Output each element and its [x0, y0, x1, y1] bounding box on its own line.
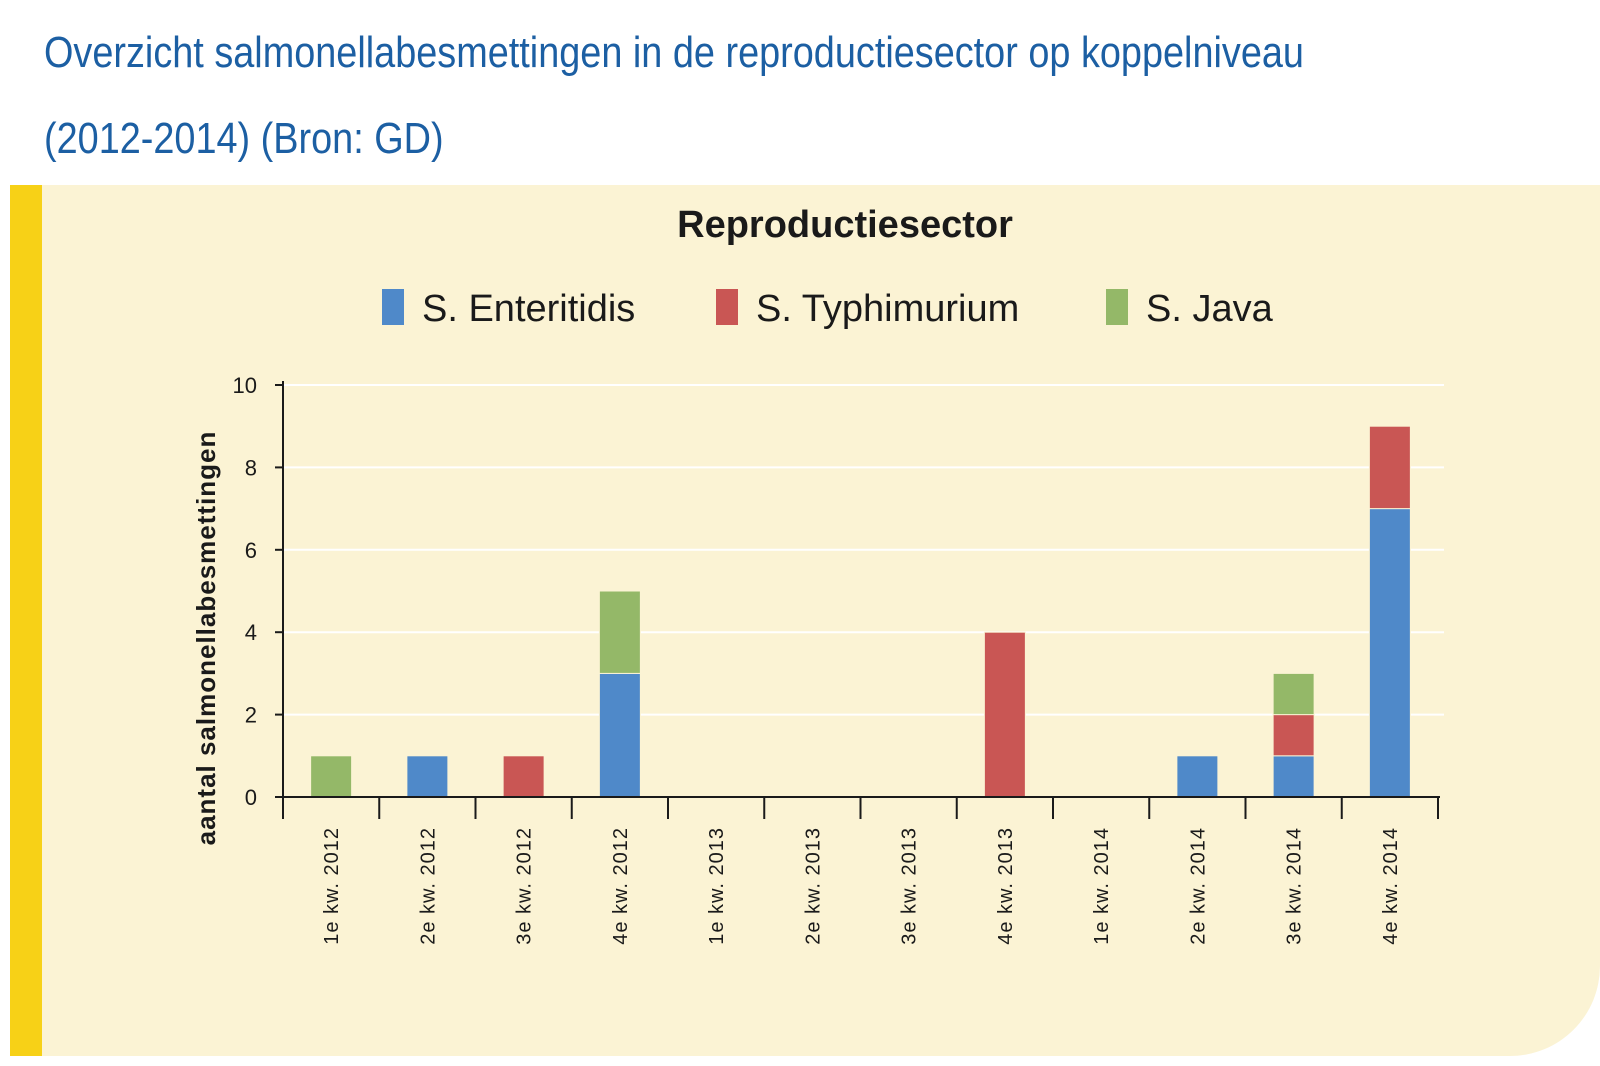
y-tick-label: 6 [245, 538, 257, 563]
bars [310, 425, 1411, 798]
x-tick-label: 4e kw. 2014 [1380, 827, 1402, 945]
legend-swatch-s-enteritidis [382, 289, 404, 325]
x-tick-label: 4e kw. 2013 [995, 827, 1017, 945]
bar-s-java-4e-kw-2012 [598, 590, 641, 674]
y-tick-label: 4 [245, 620, 257, 645]
x-tick-label: 2e kw. 2012 [417, 827, 439, 945]
x-tick-label: 2e kw. 2014 [1187, 827, 1209, 945]
bar-s-java-1e-kw-2012 [310, 755, 353, 798]
bar-s-enteritidis-2e-kw-2014 [1176, 755, 1219, 798]
x-tick-label: 1e kw. 2014 [1091, 827, 1113, 945]
x-tick-label: 3e kw. 2012 [514, 827, 536, 945]
legend-label-s-typhimurium: S. Typhimurium [756, 288, 1019, 330]
y-axis-label: aantal salmonellabesmettingen [191, 431, 221, 846]
page-title-line-1: Overzicht salmonellabesmettingen in de r… [44, 28, 1304, 77]
chart-panel: Reproductiesector S. Enteritidis S. Typhi… [10, 185, 1600, 1056]
legend-label-s-java: S. Java [1146, 288, 1274, 330]
x-tick-label: 3e kw. 2013 [899, 827, 921, 945]
bar-s-enteritidis-2e-kw-2012 [406, 755, 449, 798]
x-tick-label: 4e kw. 2012 [610, 827, 632, 945]
legend-swatch-s-typhimurium [716, 289, 738, 325]
accent-bar [10, 185, 42, 1056]
bar-s-typhimurium-4e-kw-2014 [1368, 425, 1411, 510]
chart-title: Reproductiesector [677, 204, 1013, 246]
axes [277, 381, 1440, 798]
y-tick-label: 2 [245, 703, 257, 728]
y-axis-ticks: 0 2 4 6 8 10 [233, 373, 283, 810]
bar-s-enteritidis-4e-kw-2012 [598, 672, 641, 798]
page-title: Overzicht salmonellabesmettingen in de r… [44, 10, 1334, 182]
bar-s-typhimurium-3e-kw-2012 [502, 755, 545, 798]
x-tick-label: 3e kw. 2014 [1284, 827, 1306, 945]
bar-s-enteritidis-3e-kw-2014 [1272, 755, 1315, 798]
legend: S. Enteritidis S. Typhimurium S. Java [382, 288, 1274, 330]
y-tick-label: 10 [233, 373, 257, 398]
bar-s-typhimurium-3e-kw-2014 [1272, 714, 1315, 757]
chart: Reproductiesector S. Enteritidis S. Typhi… [191, 204, 1444, 945]
x-tick-label: 1e kw. 2012 [321, 827, 343, 945]
y-tick-label: 0 [245, 785, 257, 810]
x-axis-ticks: 1e kw. 2012 2e kw. 2012 3e kw. 2012 4e kw. … [282, 797, 1439, 945]
bar-s-enteritidis-4e-kw-2014 [1368, 508, 1411, 798]
bar-s-typhimurium-4e-kw-2013 [983, 631, 1026, 798]
x-tick-label: 1e kw. 2013 [706, 827, 728, 945]
legend-swatch-s-java [1106, 289, 1128, 325]
gridlines [283, 384, 1444, 716]
x-tick-label: 2e kw. 2013 [802, 827, 824, 945]
bar-s-java-3e-kw-2014 [1272, 672, 1315, 716]
page-title-line-2: (2012-2014) (Bron: GD) [44, 114, 444, 163]
y-tick-label: 8 [245, 455, 257, 480]
legend-label-s-enteritidis: S. Enteritidis [422, 288, 635, 330]
